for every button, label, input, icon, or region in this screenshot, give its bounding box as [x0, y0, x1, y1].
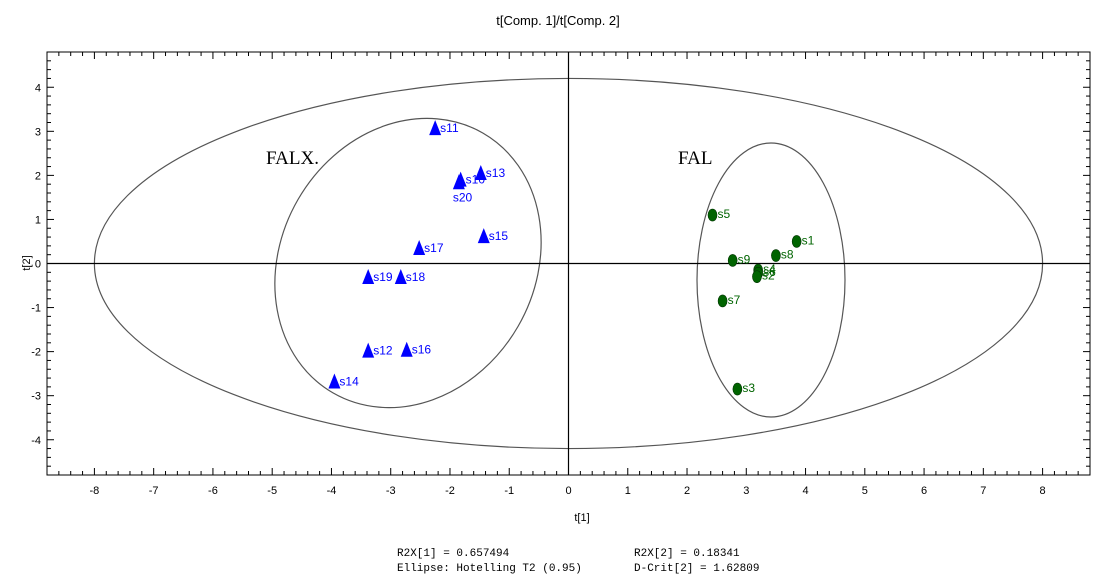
point-label-s11: s11: [440, 121, 459, 135]
point-s13: [474, 165, 487, 181]
y-axis-ticks: 4 3 2 1 0 -1 -2 -3 -4: [31, 51, 1090, 476]
fal-group-ellipse: [696, 142, 846, 418]
y-tick-label: -2: [31, 347, 41, 359]
point-label-s12: s12: [373, 344, 393, 358]
y-tick-label: 2: [35, 170, 41, 182]
x-tick-label: 6: [921, 485, 927, 497]
point-label-s7: s7: [728, 293, 741, 307]
point-label-s3: s3: [742, 381, 755, 395]
point-label-s6: s6: [763, 265, 776, 279]
y-tick-label: -3: [31, 391, 41, 403]
point-s1: [791, 235, 802, 248]
point-label-s2: s2: [762, 269, 775, 283]
x-tick-label: 3: [743, 485, 749, 497]
x-tick-label: -8: [90, 485, 100, 497]
point-label-s8: s8: [781, 248, 794, 262]
point-label-s14: s14: [339, 374, 359, 388]
point-label-s17: s17: [424, 241, 444, 255]
point-label-s20: s20: [453, 190, 473, 204]
x-tick-label: 5: [862, 485, 868, 497]
x-tick-label: 4: [802, 485, 808, 497]
footer-dcrit: D-Crit[2] = 1.62809: [634, 563, 759, 575]
footer-r2x1: R2X[1] = 0.657494: [397, 548, 510, 560]
point-s17: [413, 239, 426, 255]
point-s5: [707, 208, 718, 222]
y-tick-label: -1: [31, 303, 41, 315]
x-tick-label: -7: [149, 485, 159, 497]
point-label-s13: s13: [486, 166, 506, 180]
x-axis-ticks: -8 -7 -6 -5 -4 -3 -2 -1 0 1 2 3 4 5 6 7 8: [46, 52, 1091, 497]
group-label-falx: FALX.: [266, 148, 319, 169]
point-s14: [328, 373, 341, 389]
point-label-s18: s18: [406, 270, 426, 284]
y-tick-label: 0: [35, 259, 41, 271]
x-tick-label: -3: [386, 485, 396, 497]
point-s3: [732, 382, 743, 396]
point-s11: [429, 120, 442, 136]
falx-group-ellipse: [274, 117, 542, 409]
point-s9: [727, 254, 738, 267]
x-tick-label: 1: [625, 485, 631, 497]
x-tick-label: 7: [980, 485, 986, 497]
point-s19: [362, 269, 375, 285]
group-label-fal: FAL: [678, 148, 712, 169]
x-tick-label: -1: [504, 485, 514, 497]
x-tick-label: -2: [445, 485, 455, 497]
x-tick-label: 2: [684, 485, 690, 497]
point-s8: [771, 249, 781, 262]
x-tick-label: -4: [327, 485, 337, 497]
x-tick-label: -5: [267, 485, 277, 497]
y-tick-label: 4: [35, 82, 41, 94]
point-label-s4: s4: [763, 262, 776, 276]
point-label-s1: s1: [802, 233, 815, 247]
y-tick-label: 3: [35, 126, 41, 138]
y-tick-label: -4: [31, 435, 41, 447]
point-label-s5: s5: [718, 207, 731, 221]
point-s20: [452, 174, 465, 190]
chart-title: t[Comp. 1]/t[Comp. 2]: [496, 13, 620, 28]
point-s7: [717, 294, 728, 308]
x-tick-label: -6: [208, 485, 218, 497]
point-s18: [394, 269, 407, 285]
footer-ellipse: Ellipse: Hotelling T2 (0.95): [397, 563, 582, 575]
x-tick-label: 0: [565, 485, 571, 497]
point-label-s16: s16: [412, 343, 432, 357]
x-tick-label: 8: [1040, 485, 1046, 497]
point-label-s19: s19: [373, 270, 393, 284]
zero-lines: [47, 52, 1090, 475]
footer-r2x2: R2X[2] = 0.18341: [634, 548, 740, 560]
y-tick-label: 1: [35, 214, 41, 226]
y-axis-title: t[2]: [21, 255, 33, 270]
point-label-s15: s15: [489, 229, 509, 243]
point-s12: [362, 342, 375, 358]
point-s2: [752, 270, 762, 284]
point-label-s9: s9: [738, 252, 751, 266]
point-s16: [400, 341, 413, 357]
x-axis-title: t[1]: [574, 512, 589, 524]
point-s15: [477, 228, 490, 244]
